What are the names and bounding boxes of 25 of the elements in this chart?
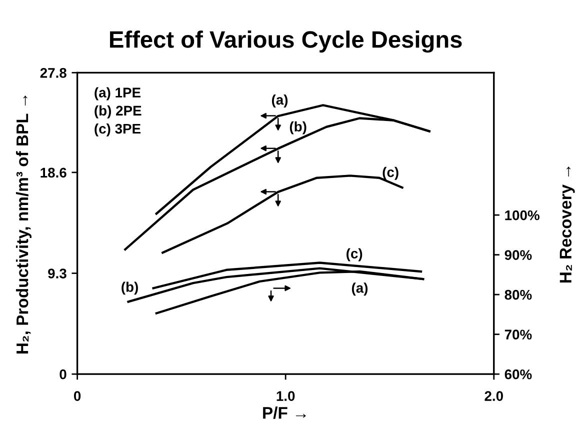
annotation: (a) [352, 282, 368, 296]
x-tick-label: 1.0 [276, 391, 295, 401]
annotation: (c) 3PE [94, 123, 141, 136]
y2-tick-label: 100% [505, 210, 540, 220]
annotation: (c) [382, 166, 398, 180]
annotation: (a) 1PE [94, 87, 141, 100]
y2-tick-label: 80% [504, 290, 532, 300]
y-tick-label: 27.8 [40, 68, 66, 78]
x-tick-label: 0 [74, 391, 81, 401]
y2-tick-label: 60% [504, 369, 532, 380]
y2-axis-title: H₂ Recovery → [560, 166, 575, 282]
chart-title: Effect of Various Cycle Designs [110, 30, 462, 53]
annotation: (b) [122, 282, 138, 295]
annotation: (b) 2PE [94, 105, 142, 118]
x-tick-label: 2.0 [484, 391, 503, 401]
annotation: (b) [290, 121, 306, 134]
x-axis-title: P/F → [263, 406, 306, 419]
y2-tick-label: 90% [504, 250, 532, 260]
y2-tick-label: 70% [504, 330, 532, 340]
y-tick-label: 0 [60, 369, 66, 380]
y-tick-label: 18.6 [40, 168, 66, 178]
annotation: (c) [346, 248, 362, 262]
y-axis-title: H₂, Productivity, nm/m³ of BPL → [16, 96, 32, 354]
y-tick-label: 9.3 [48, 268, 66, 278]
annotation: (a) [272, 94, 288, 108]
